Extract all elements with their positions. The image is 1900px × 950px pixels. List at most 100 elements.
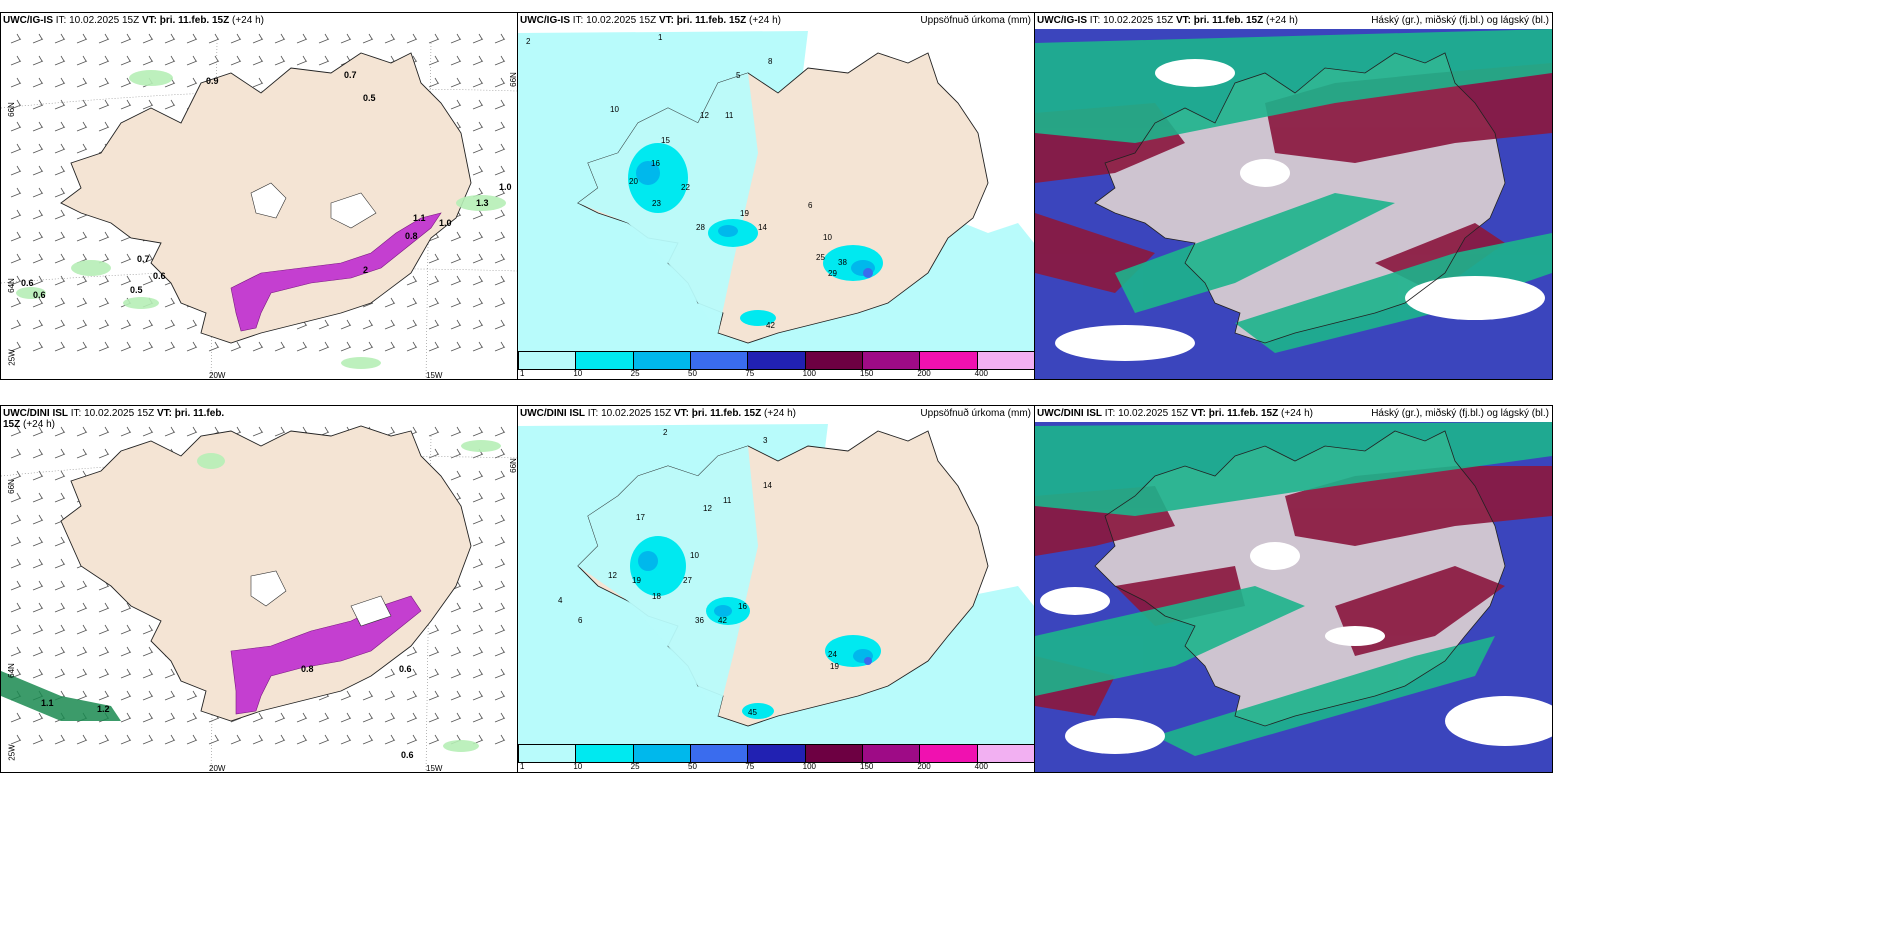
wind-barb bbox=[120, 668, 132, 679]
wind-barb bbox=[32, 275, 44, 286]
wind-barb bbox=[54, 734, 66, 745]
wind-barb bbox=[54, 426, 66, 437]
wind-barb bbox=[10, 77, 22, 88]
precip-label: 14 bbox=[763, 481, 772, 490]
precip-label: 1 bbox=[658, 33, 663, 42]
panel-header: UWC/DINI ISL IT: 10.02.2025 15Z VT: þri.… bbox=[520, 408, 796, 419]
wind-barb bbox=[186, 319, 198, 330]
wind-barb bbox=[10, 231, 22, 242]
wind-barb bbox=[208, 341, 220, 352]
wind-barb bbox=[274, 33, 286, 44]
wind-barb bbox=[472, 514, 484, 525]
wind-barb bbox=[10, 602, 22, 613]
colorbar-tick-label: 25 bbox=[630, 762, 640, 771]
wind-barb bbox=[384, 33, 396, 44]
precip-label: 24 bbox=[828, 650, 837, 659]
wind-barb bbox=[384, 319, 396, 330]
wind-value: 0.8 bbox=[405, 231, 418, 241]
wind-barb bbox=[54, 209, 66, 220]
wind-barb bbox=[230, 341, 242, 352]
wind-barb bbox=[472, 275, 484, 286]
wind-barb bbox=[494, 341, 506, 352]
wind-barb bbox=[54, 646, 66, 657]
wind-barb bbox=[120, 77, 132, 88]
wind-barb bbox=[164, 426, 176, 437]
panel-header: UWC/IG-IS IT: 10.02.2025 15Z VT: þri. 11… bbox=[3, 15, 264, 26]
wind-barb bbox=[494, 514, 506, 525]
wind-barb bbox=[98, 121, 110, 132]
precip-label: 19 bbox=[830, 662, 839, 671]
wind-barb bbox=[428, 77, 440, 88]
wind-barb bbox=[142, 99, 154, 110]
wind-barb bbox=[340, 33, 352, 44]
wind-barb bbox=[54, 492, 66, 503]
wind-barb bbox=[494, 624, 506, 635]
wind-barb bbox=[32, 712, 44, 723]
wind-barb bbox=[318, 55, 330, 66]
panel-wind-bottom: UWC/DINI ISL IT: 10.02.2025 15Z VT: þri.… bbox=[0, 405, 518, 773]
wind-barb bbox=[10, 55, 22, 66]
colorbar-box bbox=[747, 352, 805, 369]
colorbar-tick-label: 150 bbox=[860, 762, 874, 771]
wind-barb bbox=[494, 275, 506, 286]
wind-barb bbox=[274, 341, 286, 352]
wind-barb bbox=[164, 690, 176, 701]
wind-value: 0.7 bbox=[344, 70, 357, 80]
wind-barb bbox=[450, 646, 462, 657]
wind-barb bbox=[428, 624, 440, 635]
panel-precip-bottom: UWC/DINI ISL IT: 10.02.2025 15Z VT: þri.… bbox=[517, 405, 1035, 773]
colorbar-tick-label: 75 bbox=[745, 762, 755, 771]
wind-barb bbox=[76, 297, 88, 308]
wind-barb bbox=[274, 734, 286, 745]
panel-clouds-bottom: UWC/DINI ISL IT: 10.02.2025 15Z VT: þri.… bbox=[1034, 405, 1553, 773]
precip-label: 22 bbox=[681, 183, 690, 192]
wind-barb bbox=[164, 319, 176, 330]
wind-barb bbox=[296, 712, 308, 723]
wind-barb bbox=[472, 624, 484, 635]
wind-barb bbox=[120, 275, 132, 286]
colorbar-box bbox=[861, 352, 920, 369]
wind-barb bbox=[164, 668, 176, 679]
wind-barb bbox=[252, 33, 264, 44]
colorbar-tick-label: 400 bbox=[974, 369, 989, 378]
precip-label: 17 bbox=[636, 513, 645, 522]
wind-barb bbox=[406, 275, 418, 286]
wind-barb bbox=[32, 602, 44, 613]
wind-barb bbox=[164, 55, 176, 66]
colorbar-box bbox=[575, 745, 633, 762]
wind-barb bbox=[98, 55, 110, 66]
precip-label: 15 bbox=[661, 136, 670, 145]
wind-barb bbox=[10, 319, 22, 330]
wind-barb bbox=[450, 253, 462, 264]
precip-label: 4 bbox=[558, 596, 563, 605]
wind-barb bbox=[54, 33, 66, 44]
wind-barb bbox=[10, 536, 22, 547]
lat-label-66n-right: 66N bbox=[508, 458, 518, 473]
wind-barb bbox=[54, 275, 66, 286]
wind-barb bbox=[494, 231, 506, 242]
wind-barb bbox=[32, 121, 44, 132]
wind-barb bbox=[76, 275, 88, 286]
wind-barb bbox=[450, 231, 462, 242]
wind-barb bbox=[32, 77, 44, 88]
lon-label-25w: 25W bbox=[7, 744, 17, 761]
wind-barb bbox=[406, 319, 418, 330]
wind-barb bbox=[428, 253, 440, 264]
wind-barb bbox=[142, 712, 154, 723]
wind-barb bbox=[142, 33, 154, 44]
wind-value: 0.6 bbox=[399, 664, 412, 674]
wind-barb bbox=[54, 165, 66, 176]
wind-barb bbox=[340, 319, 352, 330]
wind-barb bbox=[362, 341, 374, 352]
colorbar-box bbox=[919, 352, 977, 369]
wind-barb bbox=[142, 646, 154, 657]
wind-barb bbox=[494, 734, 506, 745]
wind-value: 1.0 bbox=[499, 182, 512, 192]
wind-barb bbox=[428, 712, 440, 723]
wind-barb bbox=[450, 426, 462, 437]
wind-barb bbox=[472, 580, 484, 591]
wind-barb bbox=[494, 602, 506, 613]
precip-label: 6 bbox=[808, 201, 813, 210]
wind-value: 0.7 bbox=[137, 254, 150, 264]
wind-barb bbox=[362, 319, 374, 330]
